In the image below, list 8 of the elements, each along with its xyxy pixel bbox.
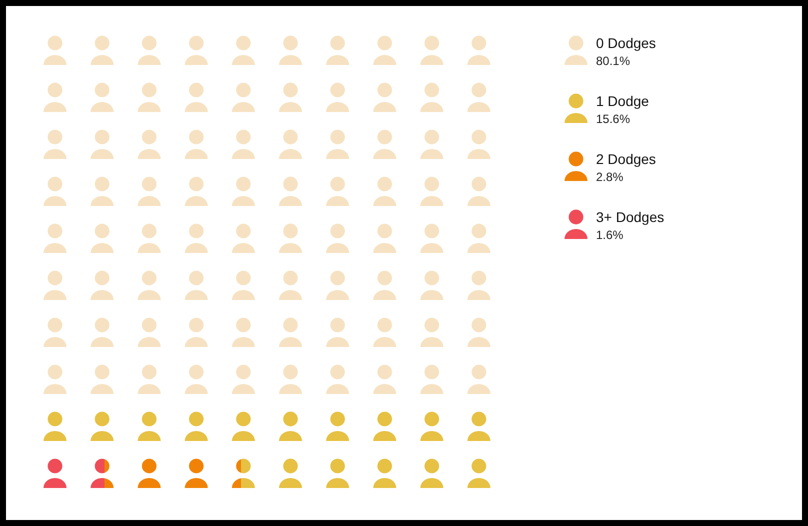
data-label: 2.8%	[596, 170, 624, 184]
category-label: 0 Dodges	[596, 35, 656, 51]
data-label: 80.1%	[596, 54, 630, 68]
data-label: 1.6%	[596, 228, 624, 242]
category-label: 1 Dodge	[596, 93, 650, 109]
category-label: 3+ Dodges	[596, 209, 664, 225]
data-label: 15.6%	[596, 112, 630, 126]
category-label: 2 Dodges	[596, 151, 656, 167]
